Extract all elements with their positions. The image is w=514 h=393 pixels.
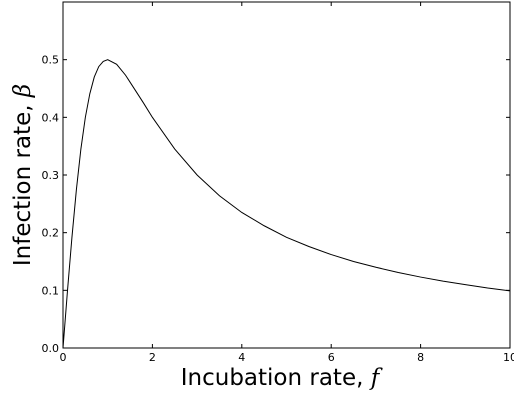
x-tick-label: 0 [60, 351, 67, 364]
x-tick-label: 4 [238, 351, 245, 364]
x-tick-label: 6 [328, 351, 335, 364]
x-tick-label: 2 [149, 351, 156, 364]
y-axis-ticks: 0.0 0.1 0.2 0.3 0.4 0.5 [42, 54, 510, 355]
x-axis-symbol: f [369, 365, 383, 391]
x-axis-ticks: 0 2 4 6 8 10 [60, 2, 514, 364]
plot-frame [62, 1, 511, 349]
y-tick-label: 0.3 [42, 169, 60, 182]
x-axis-label: Incubation rate, f [181, 365, 383, 391]
y-tick-label: 0.1 [42, 284, 60, 297]
y-tick-label: 0.5 [42, 54, 60, 67]
y-axis-symbol: β [10, 84, 36, 98]
series-line [62, 59, 511, 349]
y-tick-label: 0.4 [42, 111, 60, 124]
x-tick-label: 10 [503, 351, 514, 364]
y-axis-label: Infection rate, β [10, 84, 36, 266]
x-tick-label: 8 [417, 351, 424, 364]
y-tick-label: 0.0 [42, 342, 60, 355]
y-tick-label: 0.2 [42, 227, 60, 240]
